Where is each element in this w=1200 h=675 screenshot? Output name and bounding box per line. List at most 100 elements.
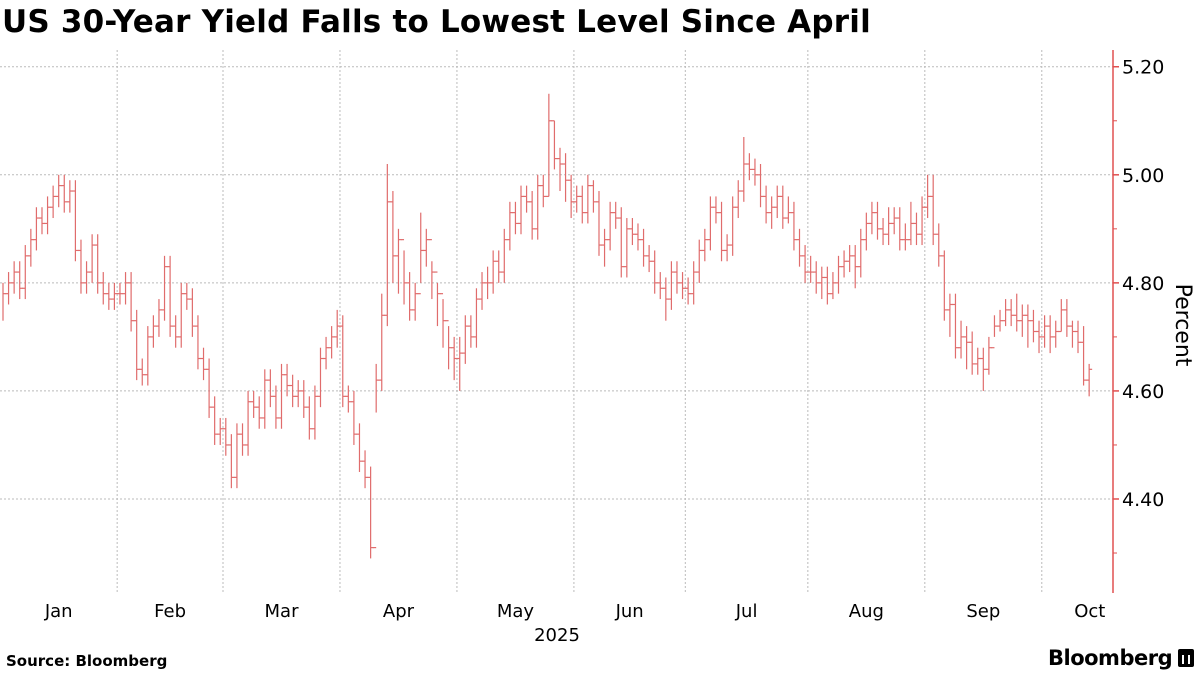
ohlc-bar: [790, 201, 797, 251]
ohlc-bar: [802, 245, 809, 283]
ohlc-bar: [311, 385, 318, 440]
ohlc-bar: [317, 347, 324, 408]
month-label: Sep: [966, 601, 1000, 622]
y-tick-label: 4.40: [1122, 489, 1164, 511]
ohlc-bar: [946, 293, 953, 337]
ohlc-bar: [724, 234, 731, 262]
y-axis-label: Percent: [1170, 284, 1195, 367]
ohlc-bar: [673, 261, 680, 294]
ohlc-bar: [662, 277, 669, 321]
source-note: Source: Bloomberg: [6, 652, 168, 670]
ohlc-bar: [857, 228, 864, 278]
ohlc-bar: [735, 180, 742, 219]
ohlc-bar: [891, 207, 898, 235]
ohlc-bar: [167, 255, 174, 337]
ohlc-bar: [779, 185, 786, 229]
ohlc-bar: [89, 234, 96, 283]
ohlc-bar: [462, 315, 469, 364]
month-label: Jan: [44, 601, 73, 622]
ohlc-bar: [924, 174, 931, 219]
ohlc-bar: [122, 272, 129, 305]
ohlc-bar: [584, 174, 591, 224]
logo-text: Bloomberg: [1048, 646, 1173, 670]
ohlc-bar: [1019, 304, 1026, 337]
ohlc-bar: [395, 228, 402, 294]
ohlc-bar: [729, 196, 736, 256]
month-label: Apr: [383, 601, 415, 622]
ohlc-bar: [362, 450, 369, 489]
ohlc-bar: [144, 326, 151, 386]
ohlc-bar: [178, 282, 185, 348]
ohlc-bar: [595, 191, 602, 256]
ohlc-bar: [874, 201, 881, 240]
ohlc-bar: [829, 272, 836, 300]
month-label: Feb: [154, 601, 186, 622]
ohlc-bar: [378, 293, 385, 391]
ohlc-bar: [2, 282, 6, 321]
ohlc-bar: [77, 239, 84, 294]
ohlc-bar: [161, 255, 168, 321]
ohlc-bar: [105, 282, 112, 310]
ohlc-bar: [83, 261, 90, 294]
ohlc-bar: [512, 201, 519, 235]
ohlc-bar: [568, 174, 575, 219]
ohlc-bar: [885, 207, 892, 246]
ohlc-bar: [852, 245, 859, 289]
ohlc-bar: [763, 185, 770, 224]
x-axis-year-label: 2025: [534, 625, 580, 646]
ohlc-bar: [557, 147, 563, 192]
ohlc-bar: [997, 309, 1004, 332]
ohlc-bar: [111, 282, 118, 310]
ohlc-bar: [5, 272, 12, 305]
ohlc-bar: [634, 223, 641, 251]
ohlc-bar: [239, 423, 246, 456]
month-label: Aug: [849, 601, 884, 622]
ohlc-bar: [172, 315, 179, 348]
ohlc-bar: [228, 434, 235, 489]
ohlc-bar: [412, 282, 419, 321]
ohlc-bar: [61, 174, 68, 213]
ohlc-bar: [746, 153, 753, 181]
ohlc-bar: [211, 396, 218, 445]
ohlc-bar: [284, 363, 291, 397]
ohlc-bar: [367, 466, 374, 559]
ohlc-bar: [373, 363, 380, 549]
ohlc-bar: [963, 326, 970, 370]
ohlc-bar: [1036, 320, 1043, 354]
ohlc-bar: [974, 347, 981, 375]
ohlc-bar: [423, 228, 430, 267]
ohlc-bar: [27, 228, 34, 267]
ohlc-bar: [217, 417, 224, 445]
ohlc-bar: [306, 396, 313, 440]
ohlc-bar: [952, 293, 959, 359]
ohlc-bar: [1008, 299, 1015, 327]
ohlc-bar: [824, 266, 831, 305]
ohlc-bar: [685, 277, 692, 305]
ohlc-bar: [785, 196, 792, 224]
ohlc-bar: [623, 218, 630, 278]
y-tick-label: 4.60: [1122, 381, 1164, 403]
ohlc-bar: [607, 201, 614, 251]
ohlc-bar: [618, 207, 625, 278]
ohlc-bar: [818, 266, 825, 300]
ohlc-bar: [267, 369, 274, 408]
ohlc-bar: [128, 272, 135, 332]
ohlc-bar: [518, 185, 525, 235]
ohlc-bar: [991, 315, 998, 349]
ohlc-bar: [356, 423, 363, 472]
ohlc-bar: [751, 158, 758, 186]
ohlc-bar: [690, 261, 697, 305]
ohlc-bar: [1041, 315, 1048, 348]
ohlc-bar: [907, 201, 914, 246]
ohlc-bar: [757, 164, 764, 208]
ohlc-bar: [345, 385, 352, 413]
ohlc-bar: [206, 358, 213, 418]
ohlc-bar: [233, 423, 240, 489]
ohlc-bar: [629, 218, 636, 246]
ohlc-bar: [440, 293, 447, 348]
ohlc-bar: [384, 164, 391, 327]
chart-title: US 30-Year Yield Falls to Lowest Level S…: [2, 4, 871, 40]
ohlc-bar: [44, 196, 51, 235]
ohlc-bar: [1024, 304, 1031, 348]
ohlc-bar: [155, 299, 162, 337]
